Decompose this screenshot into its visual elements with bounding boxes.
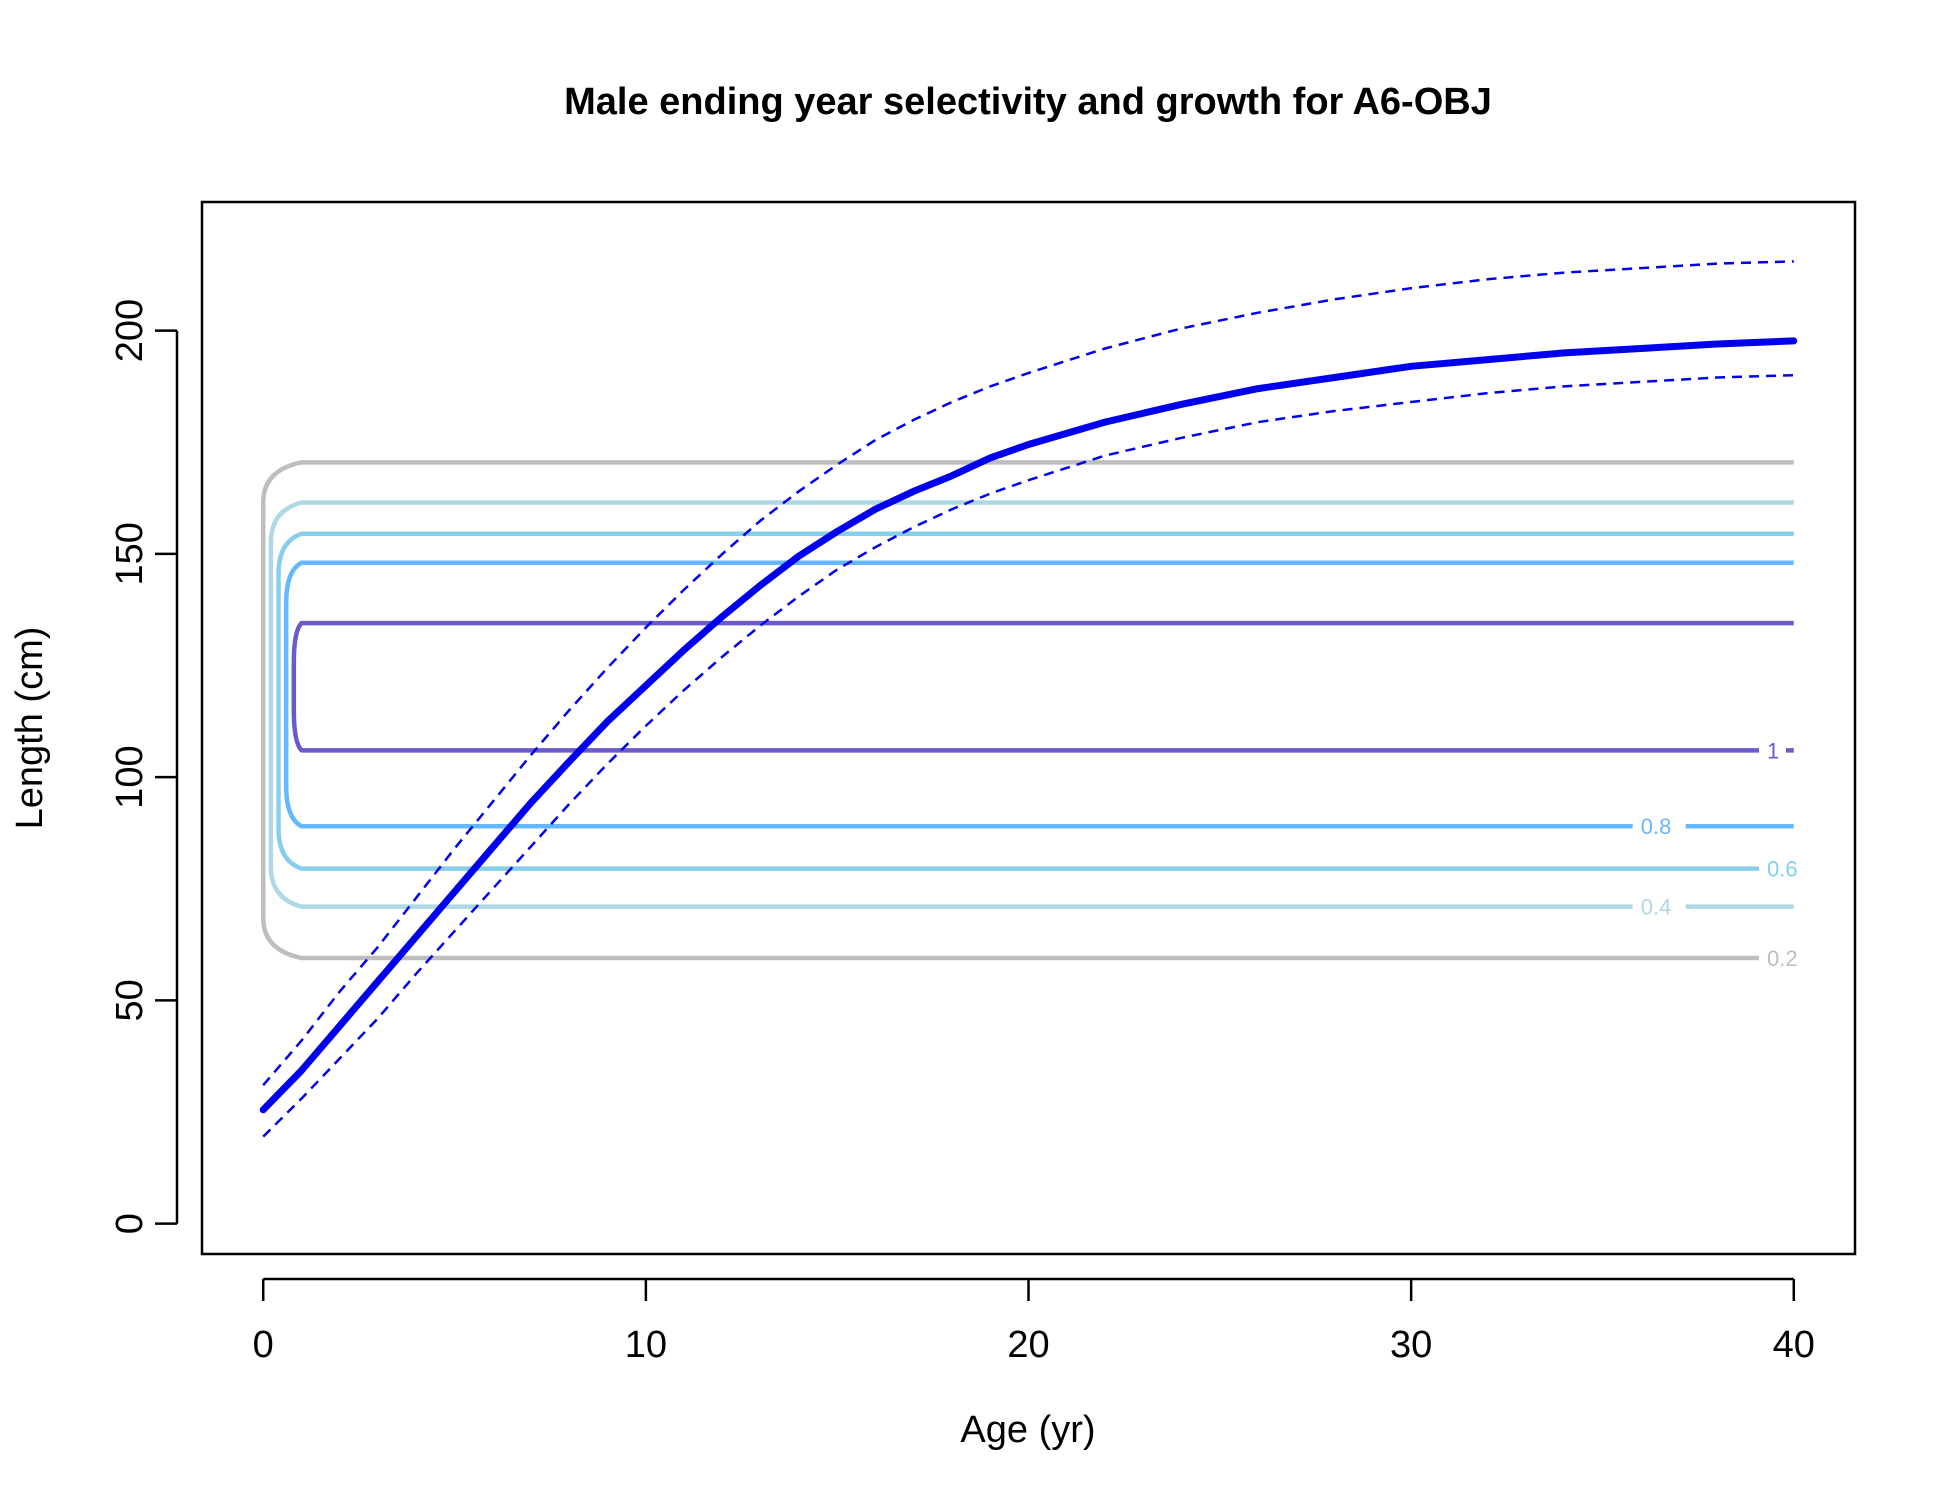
contour-label-gap xyxy=(1632,812,1686,841)
contour-label-0-8: 0.8 xyxy=(1641,814,1672,839)
contour-labels: 0.2 0.4 0.6 0.8 1 xyxy=(1632,736,1812,972)
contour-line-0-8 xyxy=(283,560,1794,829)
growth-mean-line xyxy=(259,337,1798,1114)
x-tick-label: 0 xyxy=(253,1324,274,1366)
contour-label-gap xyxy=(1632,892,1686,921)
contour-label-1: 1 xyxy=(1767,738,1779,763)
contour-line-0-6 xyxy=(276,531,1794,871)
x-tick-label: 20 xyxy=(1007,1324,1049,1366)
contour-label-gap xyxy=(1758,854,1812,883)
contour-label-gap xyxy=(1758,943,1812,972)
plot-frame xyxy=(200,200,1857,1256)
x-axis-label: Age (yr) xyxy=(960,1409,1095,1451)
y-tick-label: 0 xyxy=(109,1213,151,1234)
growth-lower-ci-line xyxy=(262,373,1794,1138)
y-tick-label: 50 xyxy=(109,979,151,1021)
contour-line-0-2 xyxy=(260,460,1794,961)
contour-line-1 xyxy=(291,620,1794,753)
y-tick-label: 100 xyxy=(109,745,151,808)
y-axis-label: Length (cm) xyxy=(9,627,51,830)
contour-line-0-4 xyxy=(268,500,1794,909)
growth-curves xyxy=(259,260,1798,1138)
contour-label-gap xyxy=(1758,736,1786,765)
y-tick-label: 200 xyxy=(109,299,151,362)
x-axis: 0 10 20 30 40 xyxy=(253,1277,1815,1366)
contour-label-0-2: 0.2 xyxy=(1767,946,1798,971)
chart-title: Male ending year selectivity and growth … xyxy=(564,81,1492,123)
selectivity-contours xyxy=(260,460,1794,961)
contour-label-0-4: 0.4 xyxy=(1641,895,1672,920)
y-axis: 0 50 100 150 200 xyxy=(109,299,179,1234)
y-tick-label: 150 xyxy=(109,522,151,585)
contour-label-0-6: 0.6 xyxy=(1767,857,1798,882)
x-tick-label: 40 xyxy=(1773,1324,1815,1366)
x-tick-label: 10 xyxy=(625,1324,667,1366)
growth-upper-ci-line xyxy=(262,260,1794,1087)
x-tick-label: 30 xyxy=(1390,1324,1432,1366)
